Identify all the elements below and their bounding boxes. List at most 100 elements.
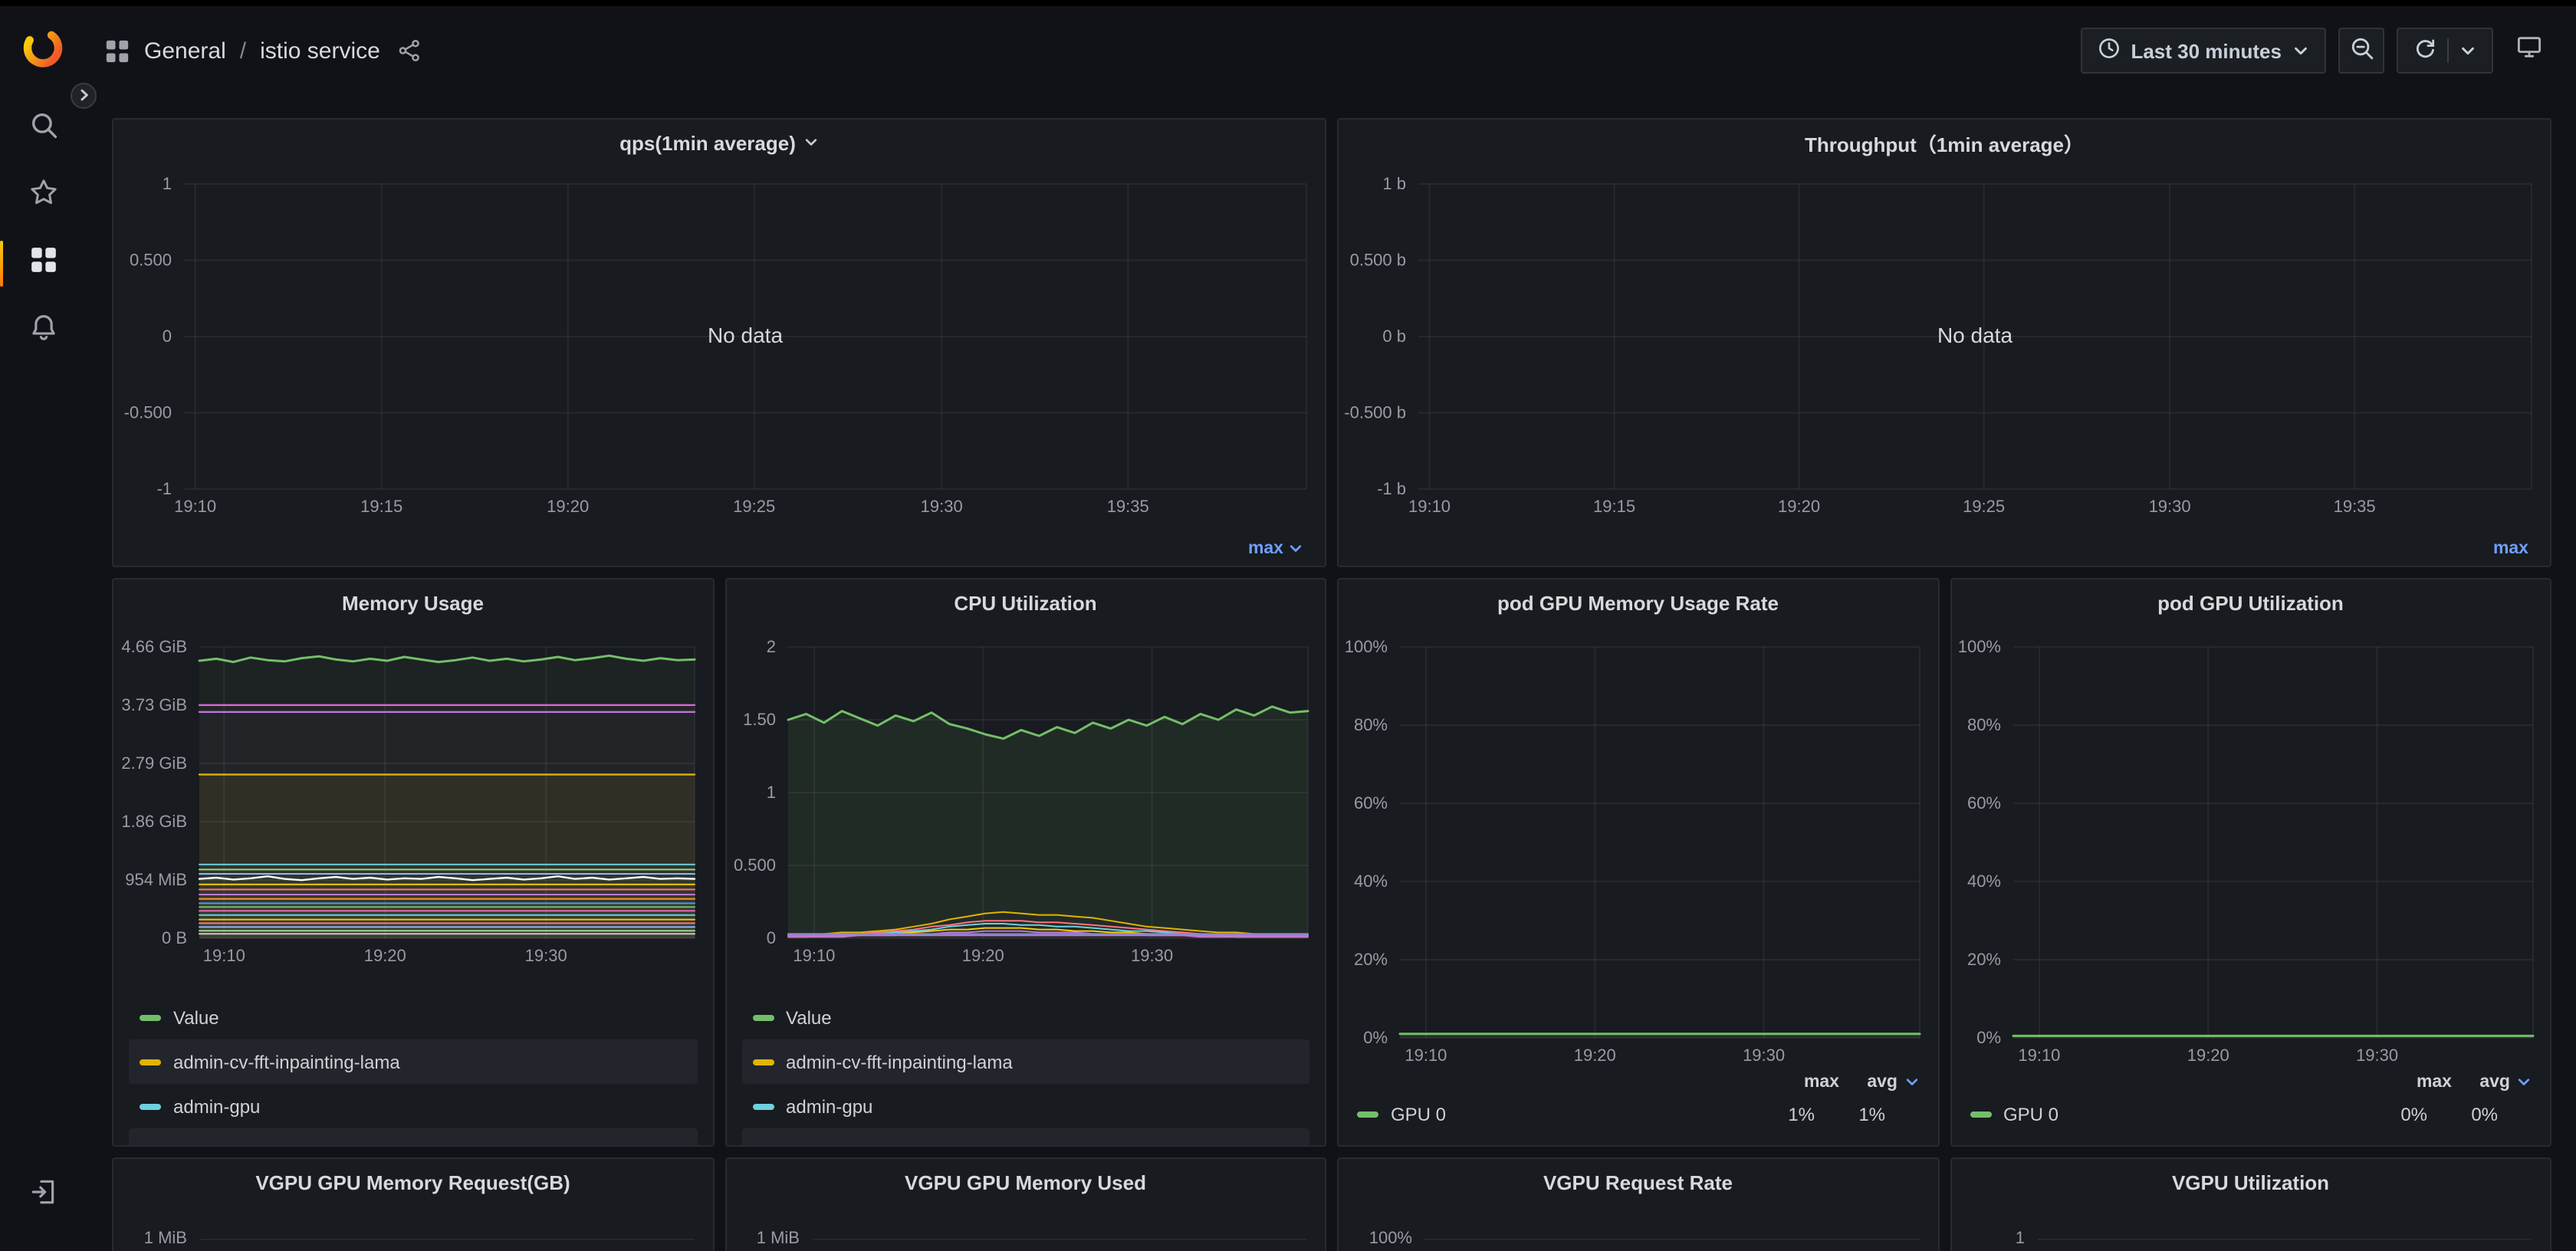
time-range-picker[interactable]: Last 30 minutes xyxy=(2080,28,2326,74)
svg-text:1.86 GiB: 1.86 GiB xyxy=(121,812,187,831)
legend-swatch[interactable] xyxy=(140,1014,161,1020)
chart-area[interactable]: 1 MiB xyxy=(113,1223,712,1251)
legend-header[interactable]: max avg xyxy=(1357,1069,1919,1096)
panel-vgpu: VGPU GPU Memory Request(GB) 1 MiB xyxy=(112,1157,714,1251)
panel-vgpu: VGPU GPU Memory Used 1 MiB xyxy=(724,1157,1326,1251)
legend-swatch[interactable] xyxy=(752,1014,774,1020)
legend-swatch[interactable] xyxy=(1357,1111,1378,1118)
sidebar-menu xyxy=(0,95,86,365)
legend-item[interactable]: Value xyxy=(741,995,1309,1039)
dashboards-grid-icon xyxy=(28,245,58,282)
throughput-chart[interactable]: 1 b 0.500 b 0 b -0.500 b -1 b 19:10 19:15 19:20… xyxy=(1339,166,2550,534)
memory-chart[interactable]: 4.66 GiB 3.73 GiB 2.79 GiB 1.86 GiB 954 MiB 0… xyxy=(113,626,712,969)
legend-swatch[interactable] xyxy=(752,1103,774,1109)
gridline xyxy=(199,1239,694,1240)
breadcrumb: General / istio service xyxy=(104,38,422,64)
gpu-mem-chart[interactable]: 100% 80% 60% 40% 20% 0% 19:10 19:20 19:30 xyxy=(1339,626,1937,1069)
legend-item-gpu0[interactable]: GPU 0 0% 0% xyxy=(1970,1096,2532,1133)
sidebar xyxy=(0,6,97,1251)
legend-item[interactable]: Value xyxy=(129,995,697,1039)
panel-title-memory[interactable]: Memory Usage xyxy=(113,580,712,626)
panel-title-throughput[interactable]: Throughput（1min average） xyxy=(1339,120,2550,166)
grafana-logo[interactable] xyxy=(18,21,67,71)
sidebar-item-starred[interactable] xyxy=(0,163,86,230)
svg-text:-1: -1 xyxy=(156,479,172,498)
legend-label: admin-cv-fft-inpainting-lama xyxy=(786,1051,1013,1072)
panel-memory-usage: Memory Usage 4.66 GiB 3.73 GiB 2.79 GiB 1.8… xyxy=(112,578,714,1147)
svg-text:2: 2 xyxy=(766,637,775,656)
svg-text:19:20: 19:20 xyxy=(2187,1046,2229,1065)
svg-text:19:30: 19:30 xyxy=(1743,1046,1785,1065)
panel-title-gpu-mem[interactable]: pod GPU Memory Usage Rate xyxy=(1339,580,1937,626)
svg-text:19:20: 19:20 xyxy=(1574,1046,1616,1065)
panel-title[interactable]: VGPU GPU Memory Used xyxy=(726,1159,1325,1205)
legend-header-max[interactable]: max xyxy=(1803,1073,1839,1092)
chevron-down-icon xyxy=(1288,541,1303,557)
legend-swatch[interactable] xyxy=(140,1103,161,1109)
cpu-chart[interactable]: 2 1.50 1 0.500 0 19:10 19:20 19:30 xyxy=(726,626,1325,969)
share-icon[interactable] xyxy=(397,38,422,63)
time-range-label: Last 30 minutes xyxy=(2131,39,2282,62)
legend-header-avg[interactable]: avg xyxy=(2479,1073,2510,1092)
sidebar-item-search[interactable] xyxy=(0,95,86,163)
panel-title[interactable]: VGPU Utilization xyxy=(1951,1159,2550,1205)
legend-header[interactable]: max avg xyxy=(1970,1069,2532,1096)
legend-item[interactable]: admin-cv-fft-inpainting-lama xyxy=(129,1039,697,1084)
svg-text:19:20: 19:20 xyxy=(1778,497,1820,516)
legend-label: admin-gpu xyxy=(786,1095,873,1117)
dashboard-apps-icon[interactable] xyxy=(104,38,130,64)
legend-swatch[interactable] xyxy=(752,1059,774,1065)
panel-title-cpu[interactable]: CPU Utilization xyxy=(726,580,1325,626)
panel-title-text: pod GPU Utilization xyxy=(2157,591,2344,614)
legend-value-avg: 1% xyxy=(1858,1104,1885,1125)
breadcrumb-separator: / xyxy=(239,38,247,64)
panel-title-gpu-util[interactable]: pod GPU Utilization xyxy=(1951,580,2550,626)
legend-label: GPU 0 xyxy=(2003,1104,2059,1125)
chevron-down-icon xyxy=(2510,1075,2532,1090)
legend-swatch[interactable] xyxy=(1970,1111,1991,1118)
sidebar-expand-button[interactable] xyxy=(71,83,97,109)
svg-text:0 b: 0 b xyxy=(1382,327,1406,346)
panel-title[interactable]: VGPU Request Rate xyxy=(1339,1159,1937,1205)
y-axis-first-tick: 100% xyxy=(1368,1230,1412,1248)
legend-item[interactable]: admin-gpu xyxy=(741,1084,1309,1128)
panel-title-text: VGPU GPU Memory Used xyxy=(905,1171,1146,1194)
legend-sort-label: max xyxy=(2492,540,2528,558)
legend-item[interactable]: admin-gpu xyxy=(129,1084,697,1128)
legend-swatch[interactable] xyxy=(140,1059,161,1065)
zoom-out-time-button[interactable] xyxy=(2338,28,2384,74)
chart-area[interactable]: 1 xyxy=(1951,1223,2550,1251)
breadcrumb-folder[interactable]: General xyxy=(144,38,226,64)
legend-item-gpu0[interactable]: GPU 0 1% 1% xyxy=(1357,1096,1919,1133)
cycle-view-button[interactable] xyxy=(2505,28,2551,74)
legend-item[interactable]: admin-cv-fft-inpainting-lama xyxy=(741,1039,1309,1084)
legend-header-avg[interactable]: avg xyxy=(1867,1073,1898,1092)
refresh-interval-chevron-icon[interactable] xyxy=(2459,42,2476,59)
gpu-util-chart[interactable]: 100% 80% 60% 40% 20% 0% 19:10 19:20 19:30 xyxy=(1951,626,2550,1069)
panel-title-qps[interactable]: qps(1min average) xyxy=(113,120,1325,166)
breadcrumb-dashboard[interactable]: istio service xyxy=(260,38,380,64)
legend-item[interactable] xyxy=(741,1128,1309,1145)
chart-area[interactable]: 100% xyxy=(1339,1223,1937,1251)
sidebar-bottom xyxy=(0,1162,86,1230)
refresh-button[interactable] xyxy=(2397,28,2493,74)
sidebar-item-alerting[interactable] xyxy=(0,297,86,365)
legend-item[interactable] xyxy=(129,1128,697,1145)
sidebar-item-dashboards[interactable] xyxy=(0,230,86,297)
panel-cpu-utilization: CPU Utilization 2 1.50 1 0.500 0 19:10 19:20 19… xyxy=(724,578,1326,1147)
panel-title-text: Memory Usage xyxy=(342,591,484,614)
svg-text:19:10: 19:10 xyxy=(174,497,216,516)
panel-title[interactable]: VGPU GPU Memory Request(GB) xyxy=(113,1159,712,1205)
svg-text:1: 1 xyxy=(163,174,172,193)
legend-sort-max[interactable]: max xyxy=(113,534,1325,566)
qps-chart[interactable]: 1 0.500 0 -0.500 -1 19:10 19:15 19:20 19:25 19:30… xyxy=(113,166,1325,534)
legend-sort-max[interactable]: max xyxy=(1339,534,2550,566)
legend-sort-label: max xyxy=(1247,540,1283,558)
svg-text:19:35: 19:35 xyxy=(2334,497,2376,516)
svg-text:3.73 GiB: 3.73 GiB xyxy=(121,695,187,714)
svg-text:19:10: 19:10 xyxy=(2017,1046,2059,1065)
chart-area[interactable]: 1 MiB xyxy=(726,1223,1325,1251)
chevron-right-icon xyxy=(76,82,91,110)
sidebar-item-signin[interactable] xyxy=(0,1162,86,1230)
legend-header-max[interactable]: max xyxy=(2416,1073,2452,1092)
